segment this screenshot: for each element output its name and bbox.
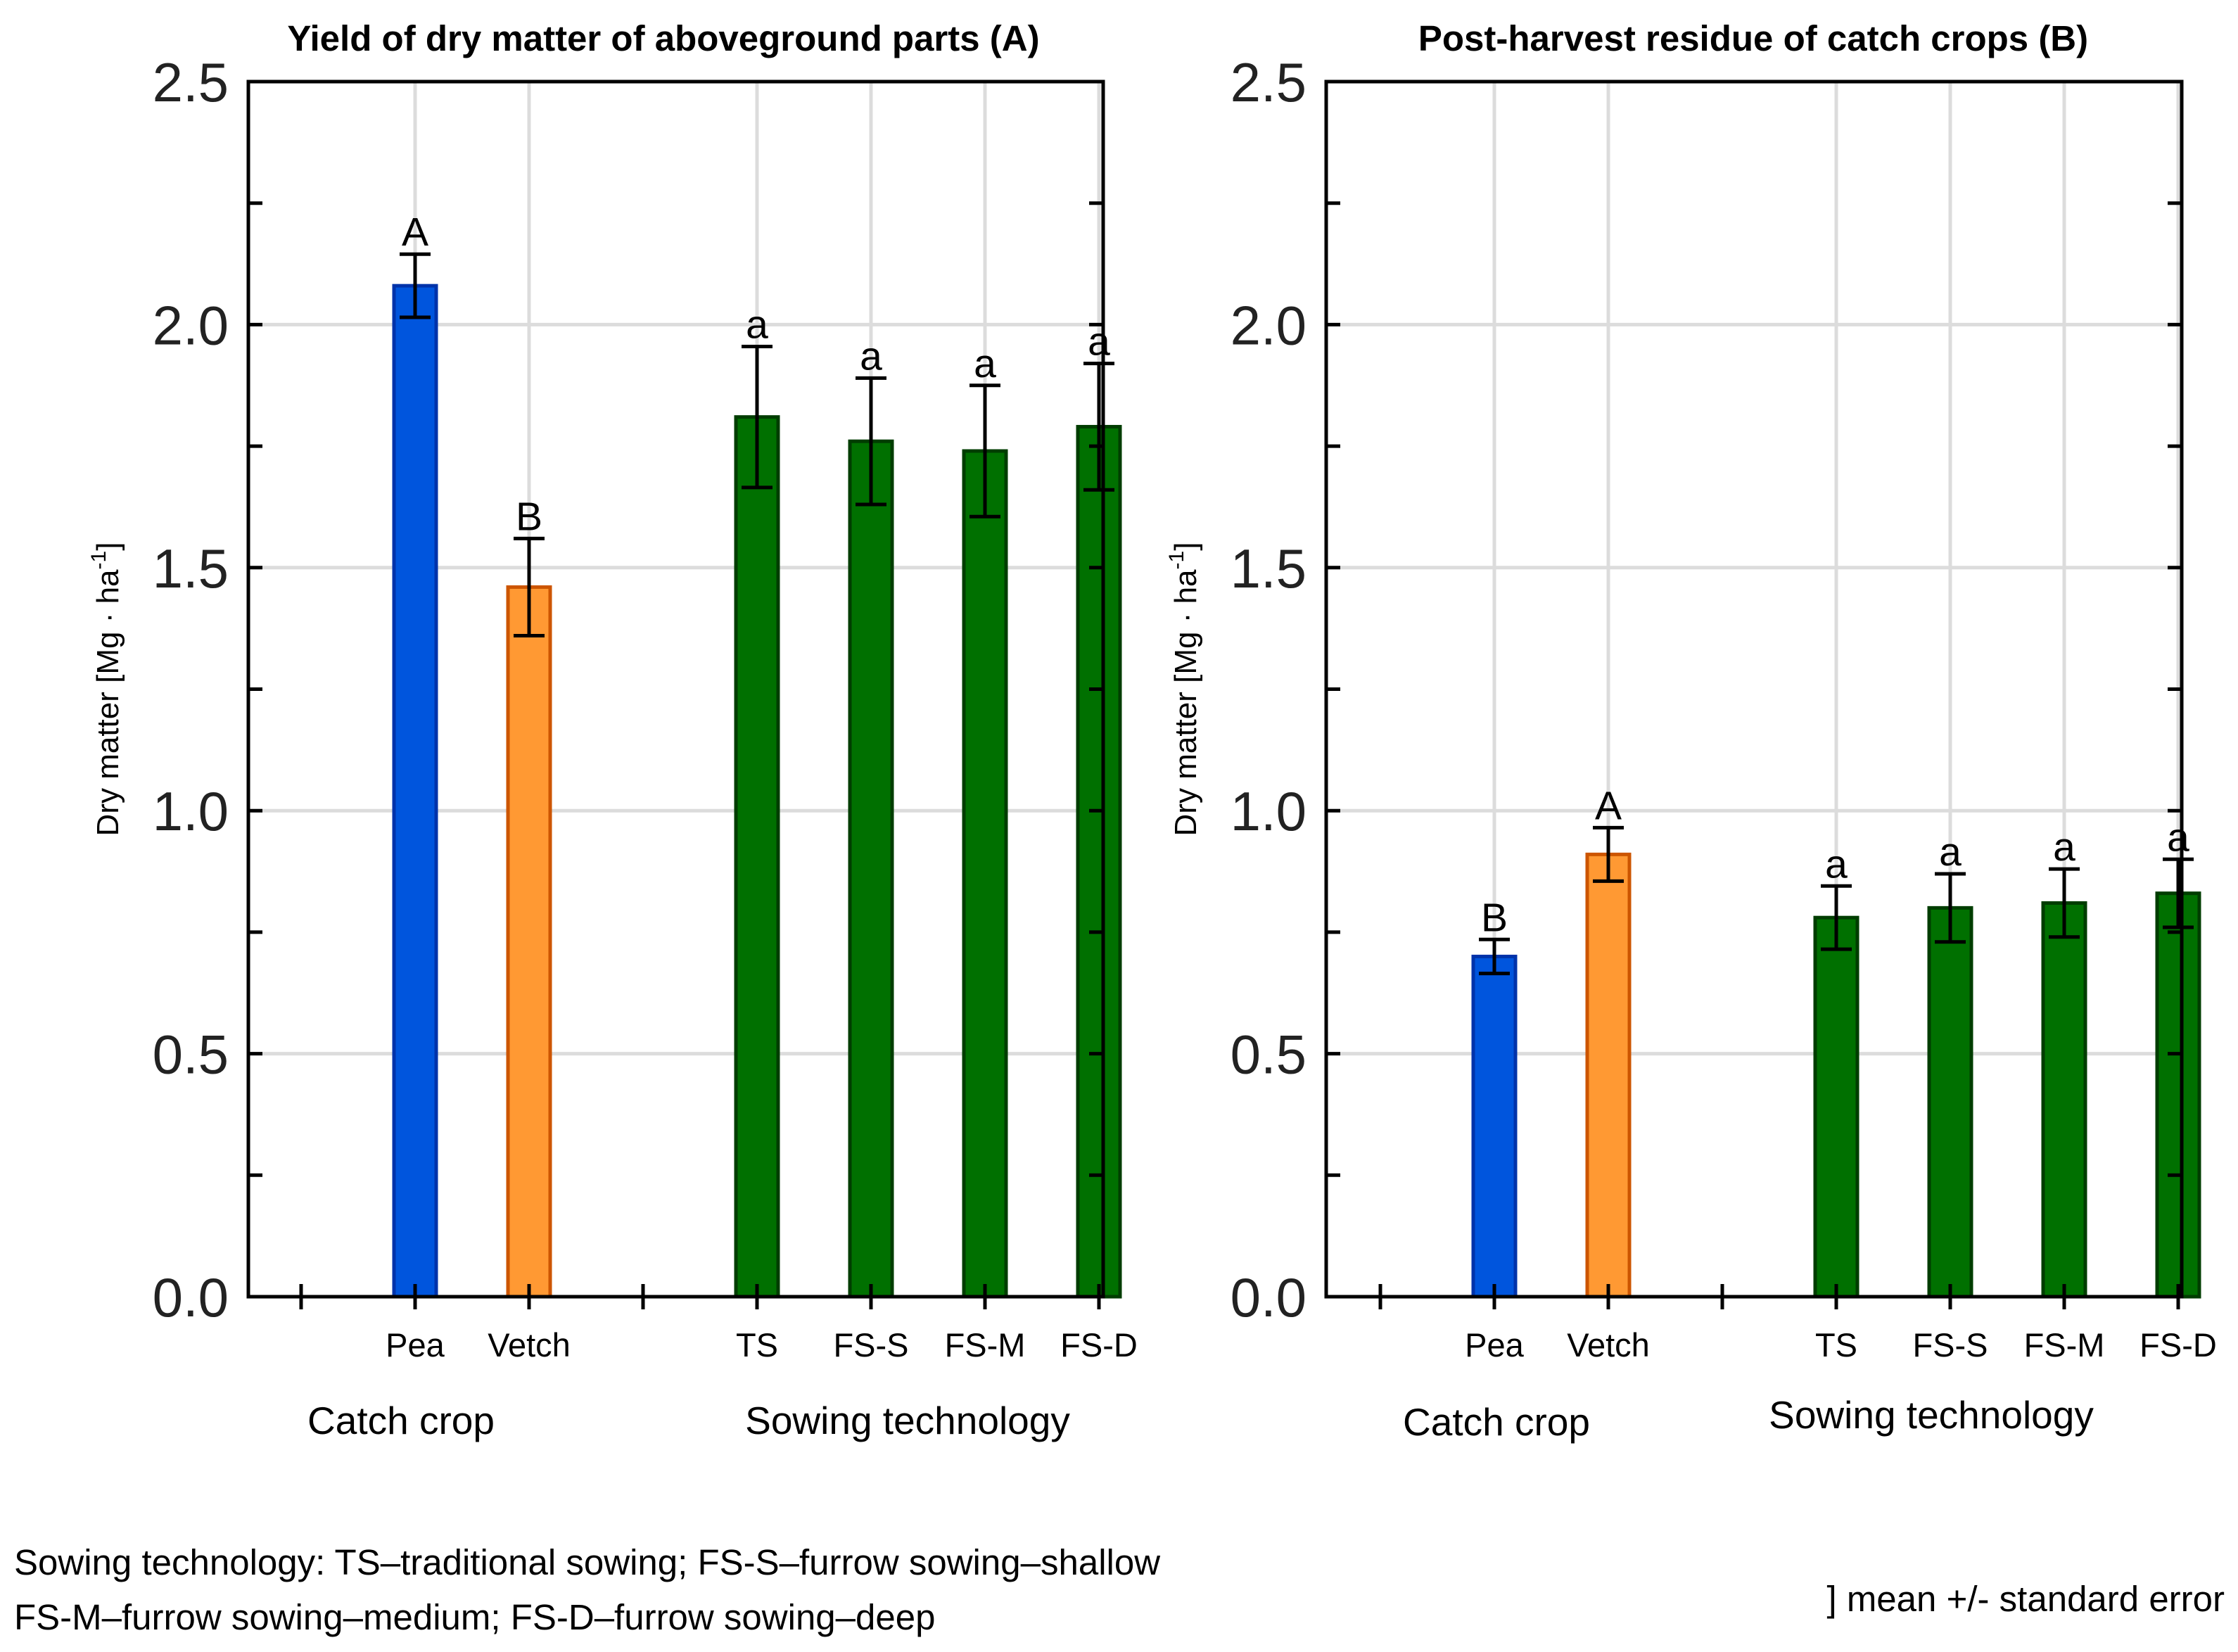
bar-fs-d — [2155, 891, 2201, 1299]
significance-label: a — [974, 341, 996, 386]
y-tick-label: 2.5 — [153, 51, 229, 113]
bar-fs-s — [1927, 906, 1973, 1299]
x-tick-label: Pea — [1465, 1326, 1524, 1364]
y-axis-label-text: Dry matter [Mg · ha — [1169, 569, 1203, 836]
bar-ts — [734, 415, 780, 1299]
x-tick-label: Pea — [386, 1326, 445, 1364]
x-tick-label: FS-M — [2024, 1326, 2105, 1364]
y-tick-label: 2.0 — [1231, 294, 1306, 356]
significance-label: B — [516, 494, 542, 539]
error-bar-fs-m — [2049, 867, 2080, 939]
y-tick-label: 1.0 — [153, 780, 229, 842]
significance-label: A — [1595, 783, 1622, 828]
y-tick-label: 2.0 — [153, 294, 229, 356]
x-group-label: Sowing technology — [1769, 1393, 2094, 1437]
error-bar-vetch — [514, 536, 545, 638]
significance-label: a — [860, 333, 882, 379]
y-axis-label-superscript: -1 — [1165, 551, 1188, 570]
significance-label: a — [1825, 841, 1848, 887]
y-tick-label: 0.5 — [1231, 1024, 1306, 1086]
x-tick-label: FS-D — [2140, 1326, 2217, 1364]
bar-vetch — [1585, 852, 1632, 1299]
y-axis-label-close: ] — [1169, 542, 1203, 551]
significance-label: A — [402, 210, 428, 255]
bar-fs-m — [2041, 901, 2087, 1299]
bar-pea — [392, 284, 438, 1299]
error-bar-fs-d — [1083, 362, 1114, 492]
y-axis-label: Dry matter [Mg · ha-1] — [1165, 542, 1203, 837]
y-tick-label: 0.5 — [153, 1024, 229, 1086]
x-tick-label: FS-M — [945, 1326, 1026, 1364]
footnote-line-1: Sowing technology: TS–traditional sowing… — [14, 1542, 1160, 1582]
error-bar-fs-m — [969, 383, 1000, 519]
bar-fs-d — [1076, 424, 1122, 1299]
x-tick-label: Vetch — [1567, 1326, 1650, 1364]
error-bar-pea — [400, 252, 431, 319]
bar-fs-s — [848, 439, 894, 1299]
y-tick-label: 1.5 — [1231, 538, 1306, 599]
y-axis-label: Dry matter [Mg · ha-1] — [87, 542, 125, 837]
y-tick-label: 1.5 — [153, 538, 229, 599]
error-bar-fs-s — [856, 376, 886, 507]
significance-label: a — [2053, 825, 2075, 870]
significance-label: a — [1088, 319, 1110, 364]
error-bar-note: ] mean +/- standard error — [1826, 1579, 2225, 1619]
x-group-label: Catch crop — [1403, 1400, 1590, 1444]
x-group-label: Catch crop — [307, 1399, 495, 1442]
y-tick-label: 0.0 — [1231, 1266, 1306, 1328]
x-tick-label: FS-S — [833, 1326, 908, 1364]
y-tick-label: 2.5 — [1231, 51, 1306, 113]
error-bar-pea — [1479, 937, 1510, 976]
footnote-line-2: FS-M–furrow sowing–medium; FS-D–furrow s… — [14, 1597, 936, 1637]
bar-vetch — [506, 585, 552, 1299]
error-bar-ts — [742, 344, 773, 490]
y-axis-label-close: ] — [91, 542, 125, 551]
significance-label: B — [1481, 895, 1508, 940]
y-axis-label-superscript: -1 — [87, 551, 110, 570]
y-tick-label: 0.0 — [153, 1266, 229, 1328]
bar-pea — [1471, 954, 1518, 1299]
x-tick-label: TS — [736, 1326, 778, 1364]
x-tick-label: FS-D — [1060, 1326, 1138, 1364]
chart-title: Post-harvest residue of catch crops (B) — [1418, 18, 2088, 58]
x-tick-label: FS-S — [1912, 1326, 1988, 1364]
significance-label: a — [2167, 815, 2189, 860]
error-bar-ts — [1821, 884, 1852, 951]
error-bar-fs-d — [2163, 857, 2194, 929]
x-tick-label: Vetch — [488, 1326, 571, 1364]
x-group-label: Sowing technology — [745, 1399, 1070, 1442]
significance-label: a — [746, 302, 768, 347]
chart-title: Yield of dry matter of aboveground parts… — [287, 18, 1039, 58]
chart-panel-b: Post-harvest residue of catch crops (B) B… — [1165, 18, 2217, 1444]
significance-label: a — [1939, 830, 1962, 875]
bar-ts — [1813, 915, 1859, 1299]
y-axis-label-text: Dry matter [Mg · ha — [91, 569, 125, 836]
error-bar-fs-s — [1935, 872, 1966, 944]
chart-panel-a: Yield of dry matter of aboveground parts… — [87, 18, 1138, 1442]
y-tick-label: 1.0 — [1231, 780, 1306, 842]
error-bar-vetch — [1593, 825, 1624, 883]
x-tick-label: TS — [1815, 1326, 1857, 1364]
bar-fs-m — [962, 449, 1008, 1299]
